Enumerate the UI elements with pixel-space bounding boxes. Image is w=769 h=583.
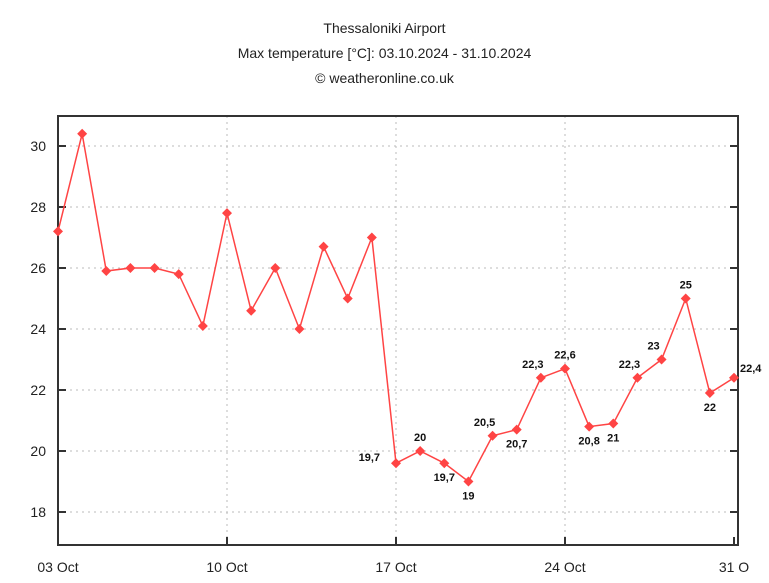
data-label: 19,7 — [359, 452, 380, 464]
data-point — [294, 324, 305, 334]
x-tick-label: 17 Oct — [375, 559, 416, 575]
data-label: 19 — [462, 491, 474, 503]
data-point — [53, 226, 63, 237]
x-tick-label: 31 O — [719, 559, 749, 575]
x-tick-label: 03 Oct — [37, 559, 78, 575]
data-label: 19,7 — [434, 472, 455, 484]
y-tick-label: 26 — [30, 260, 46, 276]
data-label: 25 — [680, 280, 692, 292]
data-point — [439, 458, 450, 469]
data-point — [463, 476, 474, 487]
data-point — [704, 388, 715, 399]
data-point — [125, 263, 136, 273]
data-label: 22,6 — [554, 350, 575, 362]
data-point — [535, 372, 546, 383]
data-point — [318, 241, 329, 252]
data-point — [608, 418, 619, 429]
data-point — [173, 269, 184, 280]
data-point — [560, 363, 570, 374]
data-point — [149, 263, 160, 273]
data-point — [487, 430, 498, 441]
data-label: 20,7 — [506, 439, 527, 451]
chart-credit: © weatheronline.co.uk — [315, 70, 454, 86]
data-point — [680, 293, 691, 304]
data-point — [77, 128, 88, 139]
data-point — [656, 354, 667, 365]
data-point — [511, 424, 522, 435]
data-point — [270, 263, 281, 273]
data-label: 22,3 — [522, 359, 543, 371]
data-label: 22,3 — [619, 359, 640, 371]
data-label: 22,4 — [740, 363, 762, 375]
y-tick-label: 18 — [30, 504, 46, 520]
data-label: 23 — [647, 341, 659, 353]
data-label: 22 — [704, 402, 716, 414]
chart-title: Thessaloniki Airport — [323, 20, 446, 36]
data-point — [391, 458, 401, 469]
y-tick-label: 20 — [30, 443, 46, 459]
y-tick-label: 30 — [30, 138, 46, 154]
data-label: 20,8 — [578, 436, 599, 448]
chart-subtitle: Max temperature [°C]: 03.10.2024 - 31.10… — [237, 45, 532, 61]
y-tick-label: 22 — [30, 382, 46, 398]
data-label: 20 — [414, 432, 426, 444]
data-point — [729, 372, 739, 383]
y-tick-label: 28 — [30, 199, 46, 215]
data-point — [366, 232, 377, 243]
data-point — [222, 208, 232, 219]
y-tick-label: 24 — [30, 321, 46, 337]
data-point — [342, 293, 353, 304]
data-label: 20,5 — [474, 417, 495, 429]
data-point — [197, 320, 208, 331]
data-point — [246, 305, 257, 316]
data-point — [584, 421, 595, 432]
data-point — [415, 446, 426, 456]
data-point — [632, 372, 643, 383]
plot-frame — [57, 115, 739, 546]
data-label: 21 — [607, 433, 619, 445]
data-point — [101, 266, 112, 277]
x-tick-label: 10 Oct — [206, 559, 247, 575]
x-tick-label: 24 Oct — [544, 559, 585, 575]
